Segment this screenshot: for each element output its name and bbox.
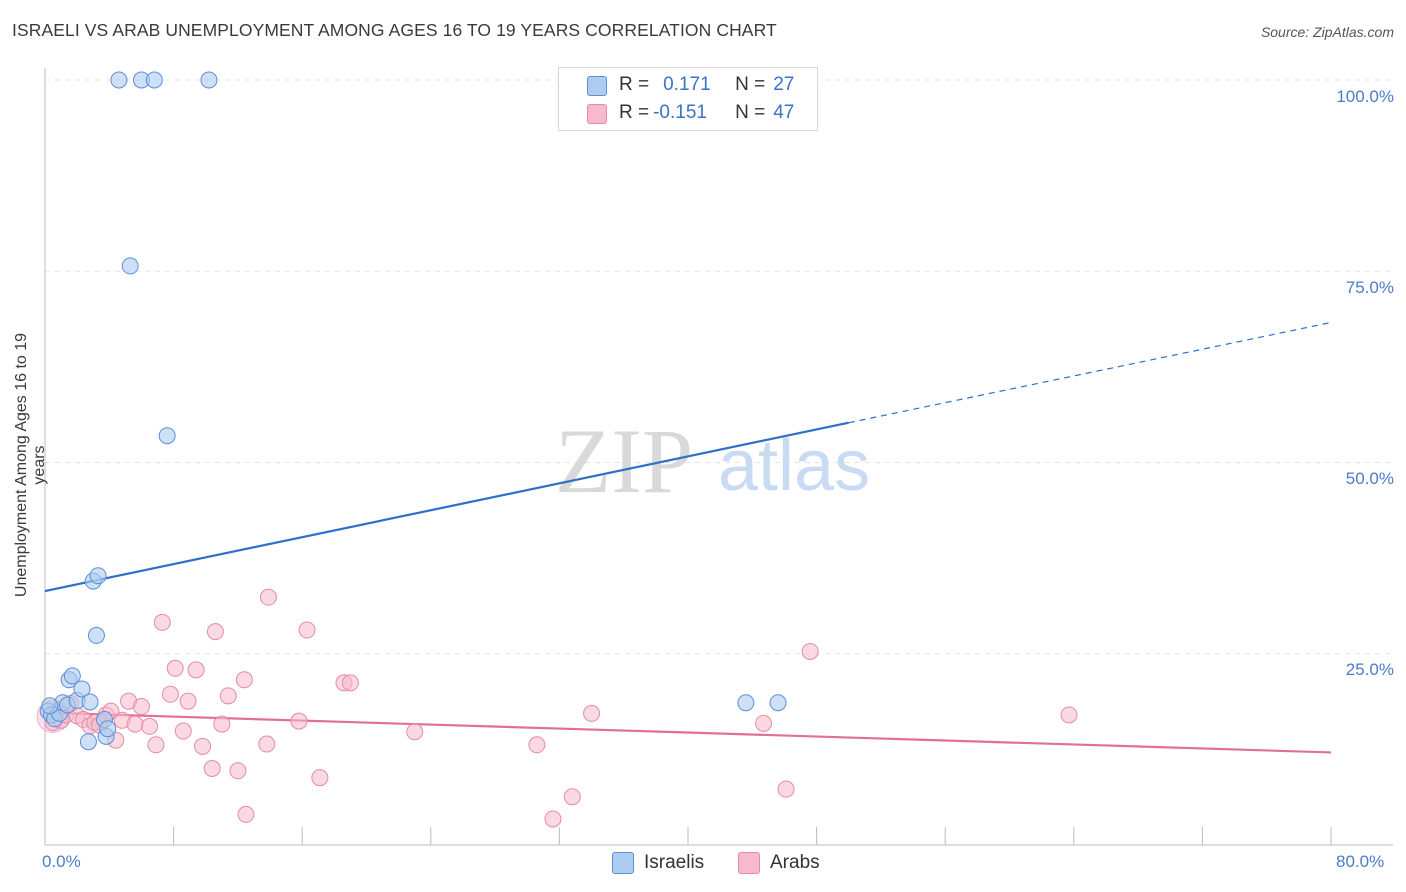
arab-points bbox=[36, 588, 1078, 828]
arab-point bbox=[311, 769, 329, 787]
arab-point bbox=[341, 674, 359, 692]
y-tick-label: 75.0% bbox=[1345, 278, 1394, 297]
arab-point bbox=[290, 712, 308, 730]
arab-point bbox=[140, 717, 158, 735]
arab-swatch bbox=[738, 852, 760, 874]
israeli-point bbox=[737, 694, 755, 712]
arab-swatch bbox=[587, 104, 607, 124]
correlation-legend: R = 0.171 N = 27 R = -0.151 N = 47 bbox=[558, 67, 818, 131]
x-tick-label: 0.0% bbox=[42, 852, 81, 871]
r-label: R = bbox=[619, 74, 650, 95]
arab-point bbox=[544, 810, 562, 828]
israeli-points bbox=[39, 71, 787, 751]
r-value: -0.151 bbox=[653, 102, 707, 123]
arab-point bbox=[126, 715, 144, 733]
israeli-point bbox=[73, 680, 91, 698]
arab-point bbox=[132, 698, 150, 716]
arab-point bbox=[153, 613, 171, 631]
x-tick-label: 80.0% bbox=[1336, 852, 1385, 871]
legend-row-arabs: R = -0.151 N = 47 bbox=[619, 101, 794, 125]
arab-point bbox=[194, 737, 212, 755]
arab-point bbox=[406, 723, 424, 741]
arab-point bbox=[213, 715, 231, 733]
arab-point bbox=[563, 788, 581, 806]
arab-point bbox=[161, 685, 179, 703]
israeli-point bbox=[110, 71, 128, 89]
arab-point bbox=[237, 805, 255, 823]
legend-label: Arabs bbox=[770, 852, 820, 873]
arab-point bbox=[179, 692, 197, 710]
watermark: ZIP atlas bbox=[555, 410, 870, 512]
israeli-point bbox=[121, 257, 139, 275]
arab-point bbox=[174, 722, 192, 740]
israeli-trend-extension bbox=[848, 321, 1332, 424]
legend-label: Israelis bbox=[644, 852, 705, 873]
y-tick-label: 25.0% bbox=[1345, 660, 1394, 679]
legend-row-israelis: R = 0.171 N = 27 bbox=[619, 73, 794, 97]
israeli-point bbox=[41, 697, 59, 715]
israeli-swatch bbox=[612, 852, 634, 874]
israeli-point bbox=[87, 626, 105, 644]
israeli-trend-line bbox=[44, 421, 849, 593]
arab-point bbox=[1060, 706, 1078, 724]
arab-trend-line bbox=[44, 711, 1332, 754]
y-tick-label: 100.0% bbox=[1336, 87, 1394, 106]
n-label: N = bbox=[735, 74, 766, 95]
legend-item-israelis: Israelis bbox=[612, 852, 704, 874]
r-value: 0.171 bbox=[663, 74, 711, 95]
arab-point bbox=[166, 659, 184, 677]
israeli-point bbox=[769, 694, 787, 712]
israeli-point bbox=[81, 693, 99, 711]
arab-point bbox=[203, 760, 221, 777]
arab-point bbox=[219, 687, 237, 705]
israeli-point bbox=[200, 71, 218, 89]
arab-point bbox=[528, 736, 546, 754]
y-axis-title: Unemployment Among Ages 16 to 19 years bbox=[13, 332, 48, 598]
israeli-point bbox=[158, 427, 176, 445]
legend-item-arabs: Arabs bbox=[738, 852, 820, 874]
arab-point bbox=[777, 780, 795, 798]
y-tick-label: 50.0% bbox=[1345, 469, 1394, 488]
chart-title: ISRAELI VS ARAB UNEMPLOYMENT AMONG AGES … bbox=[12, 20, 777, 40]
arab-point bbox=[206, 623, 224, 641]
n-value: 47 bbox=[773, 102, 795, 123]
source-note: Source: ZipAtlas.com bbox=[1260, 24, 1394, 40]
arab-point bbox=[229, 762, 247, 780]
r-label: R = bbox=[619, 102, 650, 123]
israeli-point bbox=[63, 667, 81, 685]
trend-lines bbox=[44, 321, 1332, 754]
arab-point bbox=[583, 704, 601, 722]
arab-point bbox=[259, 588, 277, 606]
israeli-point bbox=[145, 71, 163, 89]
watermark-zip: ZIP bbox=[555, 410, 693, 512]
israeli-swatch bbox=[587, 76, 607, 96]
israeli-point bbox=[99, 720, 117, 738]
n-label: N = bbox=[735, 102, 766, 123]
n-value: 27 bbox=[773, 74, 795, 95]
arab-point bbox=[258, 735, 276, 753]
arab-point bbox=[298, 621, 316, 639]
israeli-point bbox=[89, 567, 107, 585]
arab-point bbox=[755, 714, 773, 732]
arab-point bbox=[235, 671, 253, 689]
arab-point bbox=[801, 642, 819, 660]
arab-point bbox=[187, 661, 205, 679]
arab-point bbox=[147, 736, 165, 754]
grid-lines bbox=[45, 79, 1393, 655]
israeli-point bbox=[79, 733, 97, 751]
watermark-atlas: atlas bbox=[718, 426, 870, 506]
